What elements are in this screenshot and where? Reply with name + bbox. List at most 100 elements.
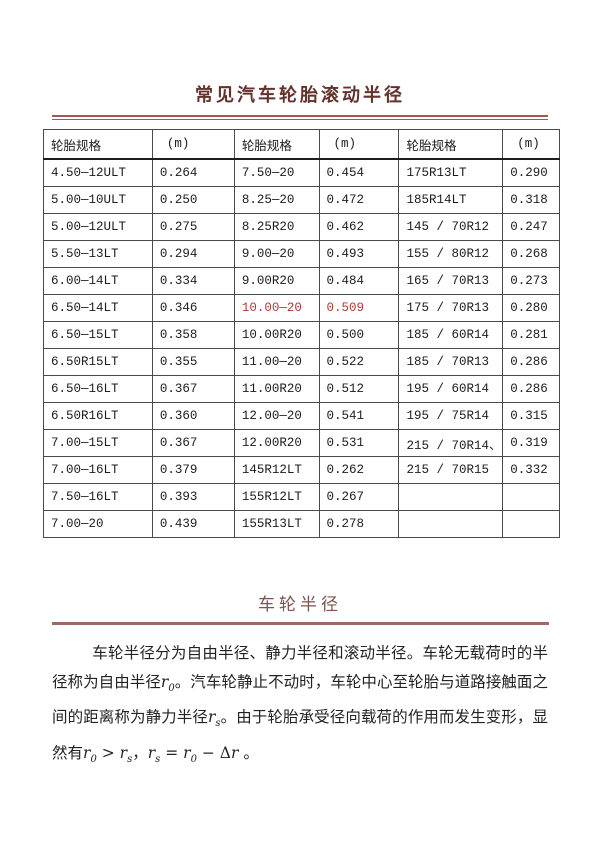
table-cell: 155R12LT [233, 483, 320, 511]
table-cell: 0.286 [502, 375, 560, 403]
table-cell: 0.267 [318, 483, 400, 511]
table-row: 7.00—20 0.439 155R13LT 0.278 [43, 510, 560, 538]
table-cell: 0.268 [502, 240, 560, 268]
table-cell: 0.290 [502, 158, 560, 187]
body-paragraph: 车轮半径分为自由半径、静力半径和滚动半径。车轮无载荷时的半径称为自由半径r0。汽… [52, 644, 548, 765]
table-cell: 12.00—20 [233, 402, 320, 430]
column-header: 轮胎规格 [233, 129, 320, 160]
table-cell: 9.00R20 [233, 267, 320, 295]
table-cell: 145 / 70R12 [398, 213, 504, 241]
table-cell: 0.355 [151, 348, 235, 376]
table-cell: 0.367 [151, 375, 235, 403]
table-cell: 8.25—20 [233, 186, 320, 214]
table-row: 6.50—14LT 0.346 10.00—20 0.509 175 / 70R13 0.… [43, 294, 560, 322]
section-divider [51, 622, 549, 625]
table-cell: 155 / 80R12 [398, 240, 504, 268]
table-cell: 0.278 [318, 510, 400, 538]
table-cell: 145R12LT [233, 456, 320, 484]
table-cell: 0.332 [502, 456, 560, 484]
table-cell: 0.393 [151, 483, 235, 511]
table-cell: 175 / 70R13 [398, 294, 504, 322]
table-cell: 7.00—16LT [43, 456, 153, 484]
table-cell: 5.00—12ULT [43, 213, 153, 241]
table-cell: 0.281 [502, 321, 560, 349]
table-row: 7.00—16LT 0.379 145R12LT 0.262 215 / 70R15 0.… [43, 456, 560, 484]
column-header: (m) [502, 129, 560, 160]
table-row: 6.50R15LT 0.355 11.00—20 0.522 185 / 70R13 0.… [43, 348, 560, 376]
table-cell: 0.531 [318, 429, 400, 457]
table-row: 6.50—15LT 0.358 10.00R20 0.500 185 / 60R14 0.… [43, 321, 560, 349]
title-divider [52, 115, 548, 120]
math-variable: rs [207, 708, 221, 730]
table-cell: 6.50—15LT [43, 321, 153, 349]
table-cell: 185R14LT [398, 186, 504, 214]
table-cell: 195 / 60R14 [398, 375, 504, 403]
table-cell: 0.360 [151, 402, 235, 430]
math-variable: rs [119, 743, 133, 765]
table-row: 5.00—12ULT 0.275 8.25R20 0.462 145 / 70R12 0.… [43, 213, 560, 241]
table-cell: 0.462 [318, 213, 400, 241]
table-row: 7.50—16LT 0.393 155R12LT 0.267 [43, 483, 560, 511]
table-cell: 6.50—14LT [43, 294, 153, 322]
table-cell: 175R13LT [398, 158, 504, 187]
table-cell: 0.484 [318, 267, 400, 295]
table-cell: 215 / 70R14、 [398, 429, 504, 457]
table-cell: 4.50—12ULT [43, 158, 153, 187]
table-cell [398, 510, 504, 538]
table-cell: 0.472 [318, 186, 400, 214]
math-variable: r [230, 743, 239, 762]
table-cell: 0.367 [151, 429, 235, 457]
table-cell: 155R13LT [233, 510, 320, 538]
table-cell [502, 483, 560, 511]
table-cell: 10.00R20 [233, 321, 320, 349]
table-cell: 0.541 [318, 402, 400, 430]
table-cell: 0.315 [502, 402, 560, 430]
table-cell: 0.522 [318, 348, 400, 376]
table-cell: 0.509 [318, 294, 400, 322]
math-variable: r0 [160, 672, 175, 694]
table-cell: 9.00—20 [233, 240, 320, 268]
column-header: 轮胎规格 [398, 129, 504, 160]
table-cell [398, 483, 504, 511]
table-cell: 0.493 [318, 240, 400, 268]
math-variable: rs [147, 743, 161, 765]
table-cell: 7.50—16LT [43, 483, 153, 511]
table-cell: 11.00—20 [233, 348, 320, 376]
table-cell: 0.454 [318, 158, 400, 187]
table-cell: 7.00—15LT [43, 429, 153, 457]
table-cell: 0.319 [502, 429, 560, 457]
table-cell: 0.379 [151, 456, 235, 484]
page-title: 常见汽车轮胎滚动半径 [195, 85, 405, 106]
table-row: 7.00—15LT 0.367 12.00R20 0.531 215 / 70R14、 0… [43, 429, 560, 457]
table-cell: 12.00R20 [233, 429, 320, 457]
table-row: 4.50—12ULT 0.264 7.50—20 0.454 175R13LT 0.290 [43, 158, 560, 187]
table-cell: 0.294 [151, 240, 235, 268]
table-row: 6.00—14LT 0.334 9.00R20 0.484 165 / 70R13 0.2… [43, 267, 560, 295]
table-cell: 0.250 [151, 186, 235, 214]
table-cell: 0.275 [151, 213, 235, 241]
table-cell: 165 / 70R13 [398, 267, 504, 295]
table-cell: 0.346 [151, 294, 235, 322]
table-row: 6.50R16LT 0.360 12.00—20 0.541 195 / 75R14 0.… [43, 402, 560, 430]
tire-rolling-radius-table: 轮胎规格 (m) 轮胎规格 (m) 轮胎规格 (m) 4.50—12ULT 0.264 7.5… [43, 129, 560, 538]
table-cell: 6.00—14LT [43, 267, 153, 295]
table-cell: 0.280 [502, 294, 560, 322]
table-cell: 0.358 [151, 321, 235, 349]
table-cell: 0.273 [502, 267, 560, 295]
table-cell [502, 510, 560, 538]
table-cell: 215 / 70R15 [398, 456, 504, 484]
table-row: 5.00—10ULT 0.250 8.25—20 0.472 185R14LT 0.318 [43, 186, 560, 214]
table-cell: 8.25R20 [233, 213, 320, 241]
table-row: 6.50—16LT 0.367 11.00R20 0.512 195 / 60R14 0.… [43, 375, 560, 403]
table-cell: 185 / 60R14 [398, 321, 504, 349]
section-heading: 车轮半径 [258, 595, 342, 615]
table-cell: 5.00—10ULT [43, 186, 153, 214]
table-cell: 10.00—20 [233, 294, 320, 322]
table-cell: 7.00—20 [43, 510, 153, 538]
table-cell: 0.247 [502, 213, 560, 241]
table-row: 5.50—13LT 0.294 9.00—20 0.493 155 / 80R12 0.2… [43, 240, 560, 268]
table-cell: 0.439 [151, 510, 235, 538]
table-cell: 0.512 [318, 375, 400, 403]
table-cell: 6.50R16LT [43, 402, 153, 430]
